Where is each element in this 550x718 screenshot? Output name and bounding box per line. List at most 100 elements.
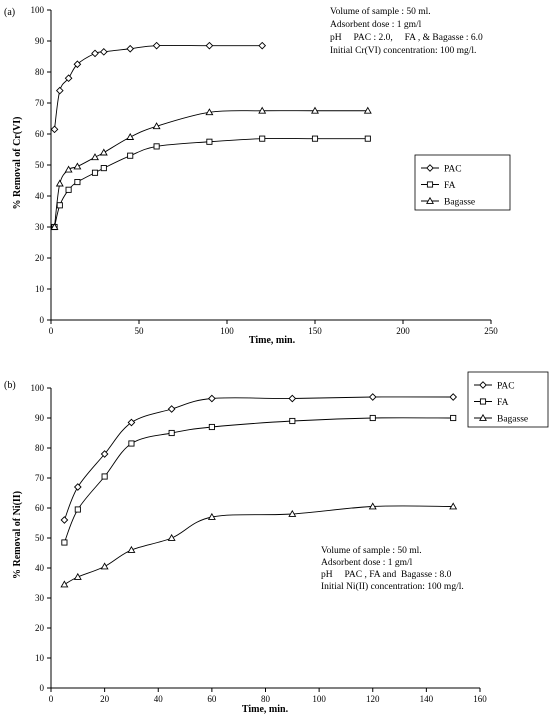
data-point-pac <box>152 41 161 50</box>
data-point-bagasse <box>258 106 267 114</box>
legend-label-fa: FA <box>444 181 456 191</box>
annotation-line: pH PAC : 2.0, FA , & Bagasse : 6.0 <box>330 33 483 43</box>
data-point-bagasse <box>64 165 73 173</box>
data-point-pac <box>99 48 108 56</box>
series-line-bagasse <box>64 505 454 585</box>
legend-marker-pac <box>479 381 487 389</box>
data-point-fa <box>168 429 175 437</box>
legend-entry-pac: PAC <box>474 381 515 392</box>
y-tick-label: 10 <box>35 653 45 663</box>
data-point-pac <box>91 49 99 58</box>
legend-entry-bagasse: Bagasse <box>474 413 528 425</box>
annotation-b: Volume of sample : 50 ml. Adsorbent dose… <box>321 545 464 592</box>
chart-a: (a) 0 10 20 30 40 50 60 70 80 90 100 0 50 100 150 200 25… <box>4 5 511 346</box>
x-tick-label: 100 <box>312 694 326 704</box>
legend-a: PAC FA Bagasse <box>414 154 511 211</box>
data-point-bagasse <box>91 153 99 161</box>
annotation-a: Volume of sample : 50 ml. Adsorbent dose… <box>330 6 483 56</box>
data-point-bagasse <box>152 122 161 130</box>
data-point-pac <box>258 41 267 50</box>
data-point-fa <box>100 165 107 172</box>
panel-label-a: (a) <box>4 7 15 18</box>
y-axis-title-b: % Removal of Ni(II) <box>12 491 23 579</box>
y-tick-label: 50 <box>35 533 45 543</box>
data-point-bagasse <box>167 533 176 541</box>
legend-entry-fa: FA <box>421 181 456 191</box>
y-tick-label: 0 <box>40 683 45 693</box>
annotation-line: Initial Ni(II) concentration: 100 mg/l. <box>321 581 464 592</box>
legend-label-bagasse: Bagasse <box>444 198 475 208</box>
data-point-pac <box>205 41 214 50</box>
chart-b: (b) 0 10 20 30 40 50 60 70 80 90 100 0 20 40 60 80 100 12… <box>4 371 549 715</box>
data-point-bagasse <box>99 148 108 156</box>
data-point-pac <box>60 516 69 524</box>
x-tick-label: 50 <box>135 326 145 336</box>
data-point-bagasse <box>55 179 64 187</box>
data-point-fa <box>65 186 72 193</box>
legend-label-pac: PAC <box>497 382 515 392</box>
data-point-pac <box>288 394 297 403</box>
data-point-fa <box>206 138 213 145</box>
data-point-bagasse <box>288 509 297 517</box>
annotation-line: Volume of sample : 50 ml. <box>321 545 422 556</box>
data-point-fa <box>128 440 135 447</box>
panel-label-b: (b) <box>4 380 16 391</box>
x-tick-label: 100 <box>220 326 234 336</box>
y-tick-label: 20 <box>35 623 45 633</box>
y-tick-label: 70 <box>35 98 45 108</box>
data-point-fa <box>127 152 134 159</box>
y-tick-label: 30 <box>35 222 45 232</box>
data-point-fa <box>101 473 108 480</box>
series-line-fa <box>54 137 368 228</box>
data-point-bagasse <box>50 222 59 230</box>
data-point-fa <box>74 506 81 513</box>
series-bagasse <box>50 106 372 230</box>
annotation-line: Adsorbent dose : 1 gm/l <box>330 20 422 30</box>
data-point-pac <box>449 393 458 401</box>
y-tick-label: 30 <box>35 593 45 603</box>
data-point-bagasse <box>100 562 109 570</box>
x-axis-title-a: Time, min. <box>249 335 296 346</box>
x-tick-label: 200 <box>396 326 410 336</box>
x-tick-label: 20 <box>100 694 110 704</box>
data-point-fa <box>56 202 63 209</box>
data-point-fa <box>259 135 266 142</box>
x-tick-label: 250 <box>484 326 498 336</box>
data-point-bagasse <box>207 512 216 520</box>
y-tick-label: 70 <box>35 473 45 483</box>
y-tick-label: 40 <box>35 191 45 201</box>
x-tick-label: 140 <box>420 694 434 704</box>
data-point-pac <box>50 125 59 134</box>
data-point-pac <box>368 393 377 401</box>
data-point-fa <box>61 539 68 546</box>
legend-label-fa: FA <box>497 398 509 408</box>
x-tick-label: 40 <box>154 694 164 704</box>
series-pac <box>60 393 458 524</box>
data-point-bagasse <box>363 106 372 114</box>
y-tick-label: 80 <box>35 443 45 453</box>
data-point-bagasse <box>311 106 319 114</box>
data-point-pac <box>126 44 135 53</box>
data-point-bagasse <box>73 162 82 170</box>
x-tick-label: 80 <box>261 694 271 704</box>
y-tick-label: 10 <box>35 284 45 294</box>
legend-marker-fa <box>479 398 487 405</box>
y-tick-label: 100 <box>31 383 45 393</box>
x-tick-label: 150 <box>308 326 322 336</box>
y-tick-label: 40 <box>35 563 45 573</box>
data-point-fa <box>364 135 371 142</box>
y-tick-label: 80 <box>35 67 45 77</box>
legend-marker-fa <box>426 181 434 188</box>
data-point-fa <box>74 178 81 186</box>
legend-marker-bagasse <box>426 196 434 204</box>
y-tick-label: 90 <box>35 36 45 46</box>
annotation-line: Adsorbent dose : 1 gm/l <box>321 558 413 568</box>
x-tick-label: 0 <box>49 694 54 704</box>
data-point-fa <box>311 135 319 142</box>
data-point-pac <box>167 405 176 413</box>
y-tick-label: 0 <box>40 315 45 325</box>
series-fa <box>51 135 371 231</box>
data-point-fa <box>289 417 296 425</box>
legend-label-bagasse: Bagasse <box>497 415 528 425</box>
